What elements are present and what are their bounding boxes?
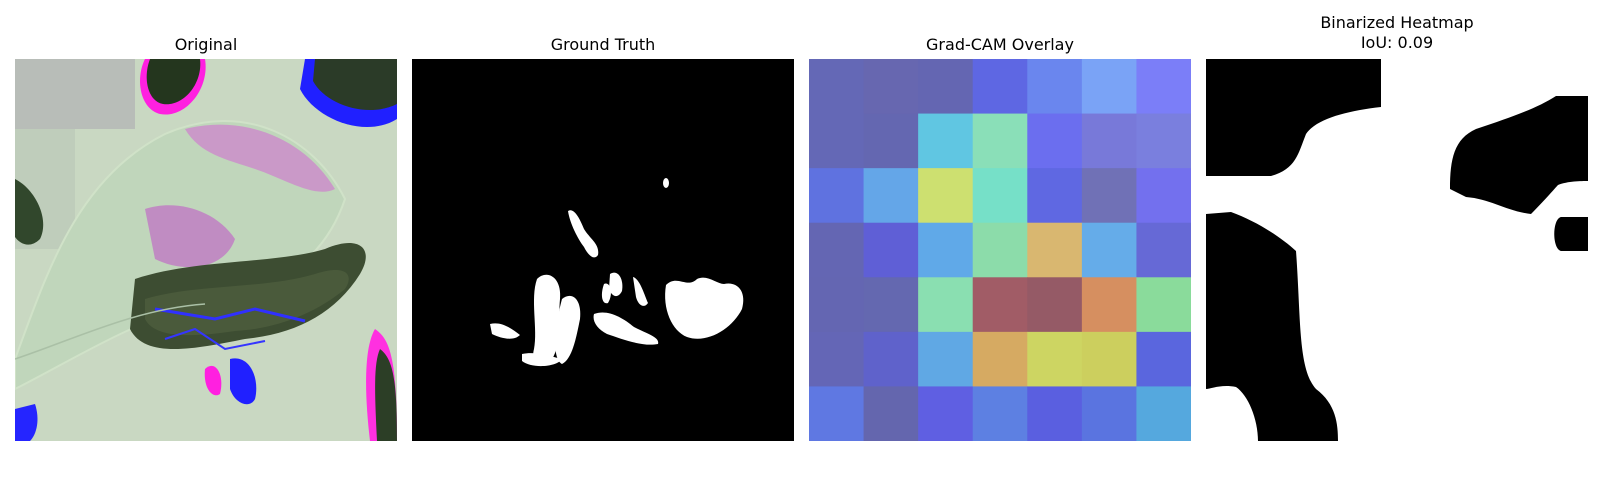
- gradcam-cell-r4-c2: [918, 277, 974, 333]
- gradcam-cell-r3-c0: [809, 222, 865, 278]
- gradcam-cell-r0-c5: [1081, 59, 1137, 115]
- ground-truth-mask-image: [412, 59, 794, 441]
- gradcam-cell-r0-c1: [863, 59, 919, 115]
- gradcam-cell-r2-c1: [863, 168, 919, 224]
- gradcam-cell-r3-c5: [1081, 222, 1137, 278]
- binarized-heatmap-title-line: Binarized Heatmap: [1320, 13, 1474, 32]
- gradcam-cell-r1-c1: [863, 113, 919, 169]
- gradcam-cell-r4-c5: [1081, 277, 1137, 333]
- original-leaf-image: [15, 59, 397, 441]
- gradcam-cell-r1-c2: [918, 113, 974, 169]
- ground-truth-mask: [412, 59, 794, 441]
- gradcam-cell-r5-c4: [1027, 331, 1083, 387]
- gradcam-cell-r1-c5: [1081, 113, 1137, 169]
- gradcam-cell-r0-c2: [918, 59, 974, 115]
- gradcam-cell-r2-c3: [972, 168, 1028, 224]
- gradcam-cell-r5-c2: [918, 331, 974, 387]
- gradcam-cell-r5-c1: [863, 331, 919, 387]
- gradcam-cell-r2-c4: [1027, 168, 1083, 224]
- gradcam-cell-r2-c5: [1081, 168, 1137, 224]
- gradcam-cell-r4-c3: [972, 277, 1028, 333]
- gradcam-cell-r6-c0: [809, 386, 865, 441]
- gradcam-cell-r1-c6: [1136, 113, 1191, 169]
- gradcam-cell-r6-c1: [863, 386, 919, 441]
- gradcam-cell-r1-c0: [809, 113, 865, 169]
- original-title: Original: [174, 35, 238, 54]
- gradcam-overlay: [809, 59, 1191, 441]
- binarized-heatmap: [1206, 59, 1588, 441]
- gradcam-cell-r0-c3: [972, 59, 1028, 115]
- gradcam-cell-r2-c0: [809, 168, 865, 224]
- gradcam-cell-r6-c5: [1081, 386, 1137, 441]
- gradcam-grid: [809, 59, 1191, 441]
- gradcam-cell-r6-c6: [1136, 386, 1191, 441]
- iou-score: IoU: 0.09: [1360, 33, 1434, 52]
- gradcam-cell-r3-c1: [863, 222, 919, 278]
- gradcam-cell-r0-c6: [1136, 59, 1191, 115]
- gradcam-cell-r3-c6: [1136, 222, 1191, 278]
- gradcam-cell-r0-c4: [1027, 59, 1083, 115]
- gradcam-cell-r6-c4: [1027, 386, 1083, 441]
- gradcam-cell-r0-c0: [809, 59, 865, 115]
- gradcam-cell-r3-c3: [972, 222, 1028, 278]
- gradcam-cell-r5-c6: [1136, 331, 1191, 387]
- gradcam-cell-r6-c3: [972, 386, 1028, 441]
- binarized-heatmap-image: [1206, 59, 1588, 441]
- gradcam-cell-r3-c2: [918, 222, 974, 278]
- ground-truth-title: Ground Truth: [550, 35, 656, 54]
- gradcam-cell-r1-c3: [972, 113, 1028, 169]
- gradcam-cell-r5-c5: [1081, 331, 1137, 387]
- binarized-heatmap-title: Binarized Heatmap IoU: 0.09: [1206, 13, 1588, 53]
- gradcam-cell-r4-c6: [1136, 277, 1191, 333]
- gradcam-cell-r5-c3: [972, 331, 1028, 387]
- gradcam-cell-r4-c1: [863, 277, 919, 333]
- gradcam-cell-r4-c0: [809, 277, 865, 333]
- gradcam-cell-r2-c6: [1136, 168, 1191, 224]
- gradcam-overlay-title: Grad-CAM Overlay: [926, 35, 1074, 54]
- gradcam-cell-r6-c2: [918, 386, 974, 441]
- gradcam-cell-r3-c4: [1027, 222, 1083, 278]
- gradcam-cell-r2-c2: [918, 168, 974, 224]
- gradcam-cell-r4-c4: [1027, 277, 1083, 333]
- gradcam-cell-r1-c4: [1027, 113, 1083, 169]
- original-image: [15, 59, 397, 441]
- gradcam-cell-r5-c0: [809, 331, 865, 387]
